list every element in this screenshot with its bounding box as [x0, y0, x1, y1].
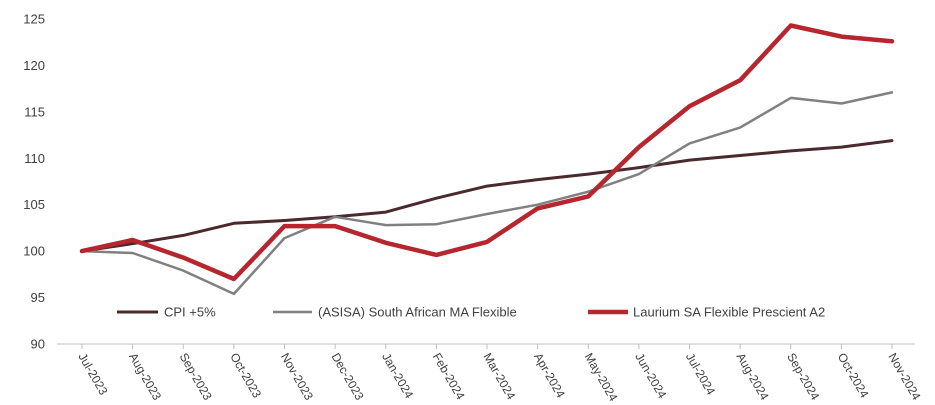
x-tick-label: Nov-2024: [885, 351, 923, 403]
chart-axes: 90 95 100 105 110 115 120 125 Jul-2023 Aug-2023 Se…: [23, 12, 923, 404]
series-line: [80, 91, 894, 296]
y-tick-label: 105: [23, 197, 45, 212]
y-tick-label: 120: [23, 58, 45, 73]
y-tick-label: 95: [31, 290, 45, 305]
x-tick-label: Oct-2023: [227, 351, 264, 401]
y-tick-label: 125: [23, 12, 45, 27]
x-tick-label: Jul-2024: [683, 351, 718, 398]
x-tick-label: Dec-2023: [329, 351, 367, 403]
x-tick-label: Sep-2024: [784, 351, 822, 403]
y-tick-label: 90: [31, 337, 45, 352]
x-tick-label: Nov-2023: [278, 351, 316, 403]
x-tick-label: Oct-2024: [835, 351, 872, 401]
x-tick-label: Jan-2024: [379, 351, 416, 402]
x-tick-label: May-2024: [582, 351, 621, 404]
legend-label: (ASISA) South African MA Flexible: [318, 305, 517, 320]
x-tick-label: Aug-2024: [734, 351, 772, 403]
x-tick-label: Mar-2024: [480, 351, 518, 403]
y-tick-label: 110: [24, 151, 45, 166]
legend-label: Laurium SA Flexible Prescient A2: [633, 305, 825, 320]
x-tick-label: Jun-2024: [632, 351, 669, 402]
legend-label: CPI +5%: [164, 305, 216, 320]
x-tick-label: Apr-2024: [531, 351, 568, 401]
y-tick-label: 100: [23, 244, 45, 259]
y-tick-label: 115: [24, 104, 45, 119]
x-tick-label: Sep-2023: [177, 351, 215, 403]
x-tick-label: Feb-2024: [430, 351, 468, 403]
chart-series-lines: [79, 23, 895, 296]
x-tick-label: Aug-2023: [126, 351, 164, 403]
chart-legend: CPI +5% (ASISA) South African MA Flexible…: [117, 305, 825, 320]
series-line: [79, 23, 895, 282]
series-line: [80, 139, 894, 253]
x-tick-label: Jul-2023: [75, 351, 110, 398]
